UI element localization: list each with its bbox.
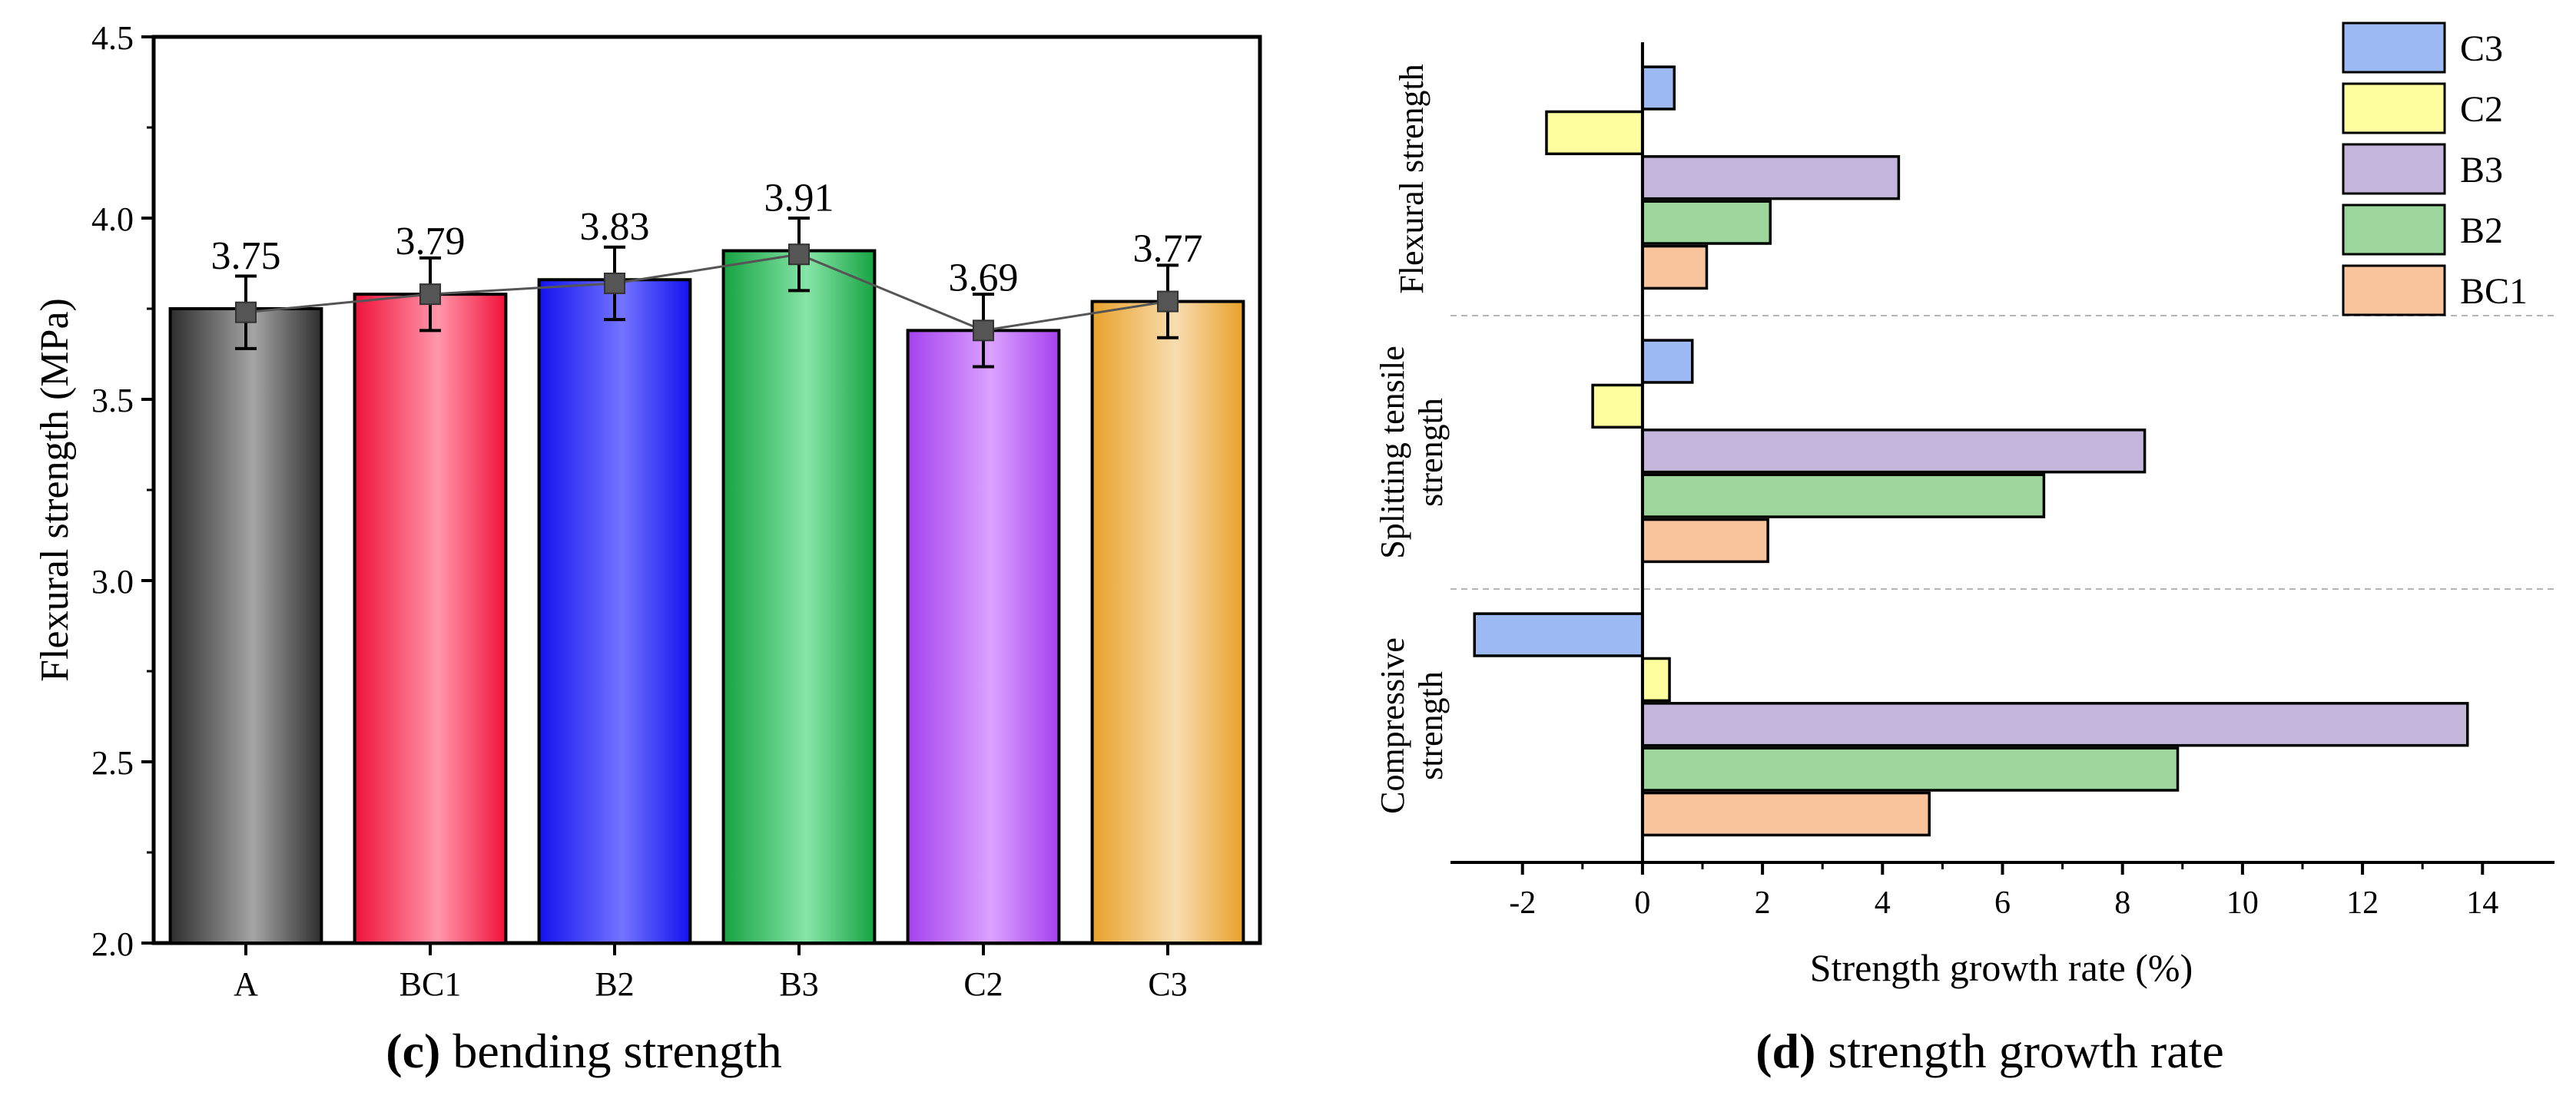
group-label-line: Splitting tensile	[1374, 346, 1411, 558]
x-tick-label: -2	[1509, 885, 1536, 921]
group-label-line: Flexural strength	[1393, 64, 1431, 293]
data-label-A: 3.75	[211, 234, 281, 278]
chart-d-caption-text: strength growth rate	[1815, 1024, 2223, 1078]
bar-B2	[537, 278, 692, 945]
bar-BC1	[1641, 518, 1769, 564]
mean-marker-B3	[788, 243, 810, 266]
group-label-line: strength	[1412, 671, 1450, 780]
bar-B2	[1641, 200, 1772, 245]
bar-B3	[1641, 429, 2147, 474]
x-tick-label: 0	[1634, 885, 1650, 921]
x-tick-label: 8	[2114, 885, 2130, 921]
bar-C3	[1090, 300, 1245, 945]
bar-B2	[1641, 473, 2046, 518]
bar-C2	[1545, 110, 1644, 156]
chart-c-caption: (c) bending strength	[386, 1024, 781, 1078]
data-label-C3: 3.77	[1133, 227, 1203, 271]
legend-label-C3: C3	[2460, 28, 2503, 69]
group-label-line: Compressive	[1374, 637, 1411, 814]
data-label-C2: 3.69	[949, 256, 1019, 300]
bar-BC1	[1641, 791, 1931, 837]
strength-growth-chart: -2 0 2 4 6 8 10 12 14 Flexural strength Splitting…	[1374, 22, 2554, 1078]
bar-BC1	[1641, 244, 1709, 290]
chart-d-caption-letter: (d)	[1755, 1024, 1815, 1078]
chart-d-caption: (d) strength growth rate	[1755, 1024, 2224, 1078]
mean-marker-C3	[1157, 290, 1179, 313]
x-tick-label-C3: C3	[1148, 965, 1187, 1003]
mean-marker-C2	[973, 319, 994, 342]
bar-C3	[1473, 612, 1644, 657]
legend-swatch-BC1	[2342, 264, 2446, 316]
chart-c-bars	[168, 249, 1245, 945]
x-tick-label: 4	[1875, 885, 1891, 921]
x-tick-label-C2: C2	[963, 965, 1003, 1003]
bending-strength-chart: 2.0 2.5 3.0 3.5 4.0 4.5 A BC1 B2 B3 C2 C3 3.75 3.79…	[33, 19, 1262, 1078]
chart-c-data-labels: 3.75 3.79 3.83 3.91 3.69 3.77	[211, 176, 1203, 300]
mean-marker-BC1	[419, 283, 441, 306]
x-tick-label: 2	[1755, 885, 1771, 921]
chart-c-x-axis: A BC1 B2 B3 C2 C3	[234, 943, 1188, 1003]
chart-c-y-axis-title: Flexural strength (MPa)	[33, 298, 77, 682]
x-tick-label: 14	[2466, 885, 2498, 921]
chart-c-mean-line	[235, 217, 1179, 369]
chart-d-bars	[1473, 65, 2469, 837]
y-tick-label: 2.5	[91, 744, 134, 782]
bar-B3	[721, 249, 877, 945]
data-label-B3: 3.91	[764, 176, 834, 220]
legend-label-BC1: BC1	[2460, 271, 2528, 312]
bar-C2	[1591, 383, 1644, 429]
legend-swatch-B3	[2342, 143, 2446, 195]
legend-label-B3: B3	[2460, 150, 2503, 190]
chart-c-caption-letter: (c)	[386, 1024, 440, 1078]
x-tick-label: 10	[2226, 885, 2259, 921]
bar-B3	[1641, 155, 1901, 200]
y-tick-label: 4.5	[91, 19, 134, 57]
mean-marker-A	[235, 301, 257, 323]
mean-line	[245, 253, 1169, 332]
x-tick-label-B2: B2	[595, 965, 634, 1003]
legend-swatch-C3	[2342, 22, 2446, 74]
chart-c-y-axis: 2.0 2.5 3.0 3.5 4.0 4.5	[91, 19, 154, 963]
bar-C3	[1641, 65, 1676, 111]
bar-A	[168, 307, 323, 945]
bar-C3	[1641, 339, 1694, 384]
chart-d-legend: C3 C2 B3 B2 BC1	[2342, 22, 2528, 316]
x-tick-label-A: A	[234, 965, 258, 1003]
chart-c-caption-text: bending strength	[440, 1024, 781, 1078]
chart-d-x-axis: -2 0 2 4 6 8 10 12 14	[1509, 862, 2498, 921]
bar-B2	[1641, 746, 2180, 792]
y-tick-label: 4.0	[91, 200, 134, 238]
bar-B3	[1641, 702, 2469, 747]
x-tick-label-B3: B3	[779, 965, 818, 1003]
y-tick-label: 2.0	[91, 925, 134, 963]
bar-C2	[906, 329, 1061, 945]
data-label-B2: 3.83	[580, 205, 650, 249]
chart-d-x-axis-title: Strength growth rate (%)	[1810, 946, 2193, 989]
x-tick-label: 12	[2346, 885, 2379, 921]
bar-C2	[1641, 657, 1671, 703]
x-tick-label-BC1: BC1	[399, 965, 462, 1003]
group-label-line: strength	[1412, 398, 1450, 507]
y-tick-label: 3.0	[91, 563, 134, 601]
legend-label-B2: B2	[2460, 210, 2503, 251]
mean-marker-B2	[604, 272, 625, 294]
data-label-BC1: 3.79	[396, 220, 466, 263]
x-tick-label: 6	[1994, 885, 2011, 921]
y-tick-label: 3.5	[91, 382, 134, 419]
legend-label-C2: C2	[2460, 89, 2503, 130]
legend-swatch-C2	[2342, 82, 2446, 134]
legend-swatch-B2	[2342, 204, 2446, 256]
bar-BC1	[353, 293, 508, 945]
